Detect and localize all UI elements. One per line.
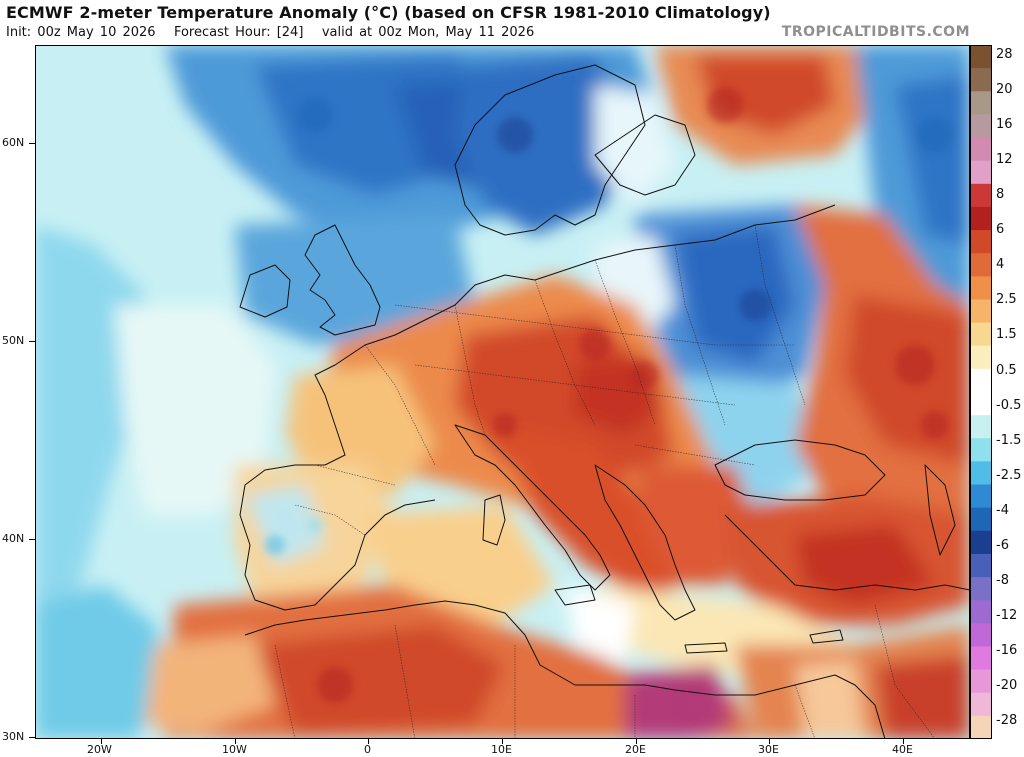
colorbar-swatch bbox=[970, 392, 992, 416]
lon-tick bbox=[636, 739, 637, 744]
europe-north-coast bbox=[334, 204, 836, 366]
italy-coast bbox=[454, 424, 611, 591]
lon-tick bbox=[101, 739, 102, 744]
sicily-coast bbox=[554, 584, 596, 606]
lat-tick bbox=[29, 143, 35, 144]
colorbar-label: -20 bbox=[996, 677, 1018, 693]
colorbar-label: 16 bbox=[996, 117, 1013, 133]
lon-label: 10E bbox=[491, 743, 512, 756]
colorbar-label: -12 bbox=[996, 607, 1018, 623]
colorbar-label: 6 bbox=[996, 222, 1005, 238]
colorbar-swatch bbox=[970, 507, 992, 532]
colorbar-label: 4 bbox=[996, 257, 1005, 273]
great-britain-coast bbox=[304, 224, 381, 336]
ireland-coast bbox=[239, 264, 291, 318]
colorbar-swatch bbox=[970, 253, 992, 277]
colorbar-label: -6 bbox=[996, 537, 1009, 553]
colorbar-label: -0.5 bbox=[996, 397, 1022, 413]
valid-time: valid at 00z Mon, May 11 2026 bbox=[321, 25, 535, 40]
sardinia-coast bbox=[482, 494, 506, 546]
colorbar-swatch bbox=[970, 91, 992, 115]
north-africa-coast bbox=[244, 600, 886, 739]
lat-label: 50N bbox=[2, 334, 25, 347]
colorbar-swatch bbox=[970, 530, 992, 555]
colorbar-label: 0.5 bbox=[996, 362, 1017, 378]
forecast-hour: Forecast Hour: [24] bbox=[173, 25, 304, 40]
lat-label: 60N bbox=[2, 136, 25, 149]
lon-tick bbox=[903, 739, 904, 744]
colorbar-label: 12 bbox=[996, 152, 1013, 168]
colorbar-label: -16 bbox=[996, 642, 1018, 658]
lon-label: 10W bbox=[222, 743, 247, 756]
black-sea-coast bbox=[714, 439, 886, 501]
atlantic-south-cool bbox=[35, 585, 175, 739]
colorbar-label: 28 bbox=[996, 47, 1013, 62]
colorbar-swatch bbox=[970, 484, 992, 509]
colorbar-swatch bbox=[970, 715, 992, 739]
colorbar-swatch bbox=[970, 553, 992, 578]
colorbar-label: -2.5 bbox=[996, 467, 1022, 483]
colorbar-legend bbox=[970, 45, 992, 739]
scandinavia-coast bbox=[454, 64, 646, 236]
cyprus-coast bbox=[809, 629, 844, 644]
colorbar-swatch bbox=[970, 299, 992, 324]
colorbar-label: 2.5 bbox=[996, 292, 1017, 308]
western-europe-coast bbox=[239, 364, 436, 611]
colorbar-swatch bbox=[970, 461, 992, 486]
lon-label: 40E bbox=[892, 743, 913, 756]
colorbar-swatch bbox=[970, 206, 992, 231]
lon-label: 0 bbox=[364, 743, 371, 756]
map-subtitle: Init: 00z May 10 2026 Forecast Hour: [24… bbox=[6, 25, 534, 40]
colorbar-swatch bbox=[970, 183, 992, 208]
colorbar-swatch bbox=[970, 415, 992, 439]
lon-tick bbox=[368, 739, 369, 744]
colorbar-label: -1.5 bbox=[996, 432, 1022, 448]
colorbar-label: -8 bbox=[996, 572, 1009, 588]
colorbar-swatch bbox=[970, 45, 992, 69]
colorbar-swatch bbox=[970, 669, 992, 694]
colorbar-swatch bbox=[970, 623, 992, 648]
balkans-coast bbox=[594, 464, 696, 621]
lon-label: 20E bbox=[625, 743, 646, 756]
lon-label: 30E bbox=[758, 743, 779, 756]
colorbar-swatch bbox=[970, 345, 992, 370]
colorbar-swatch bbox=[970, 600, 992, 624]
colorbar-swatch bbox=[970, 160, 992, 185]
lon-tick bbox=[769, 739, 770, 744]
colorbar-swatch bbox=[970, 438, 992, 462]
country-borders bbox=[274, 224, 936, 739]
crete-coast bbox=[684, 642, 728, 654]
italy-balkans-hot-region bbox=[495, 425, 695, 605]
colorbar-swatch bbox=[970, 68, 992, 92]
lat-label: 40N bbox=[2, 532, 25, 545]
init-time: Init: 00z May 10 2026 bbox=[6, 25, 156, 40]
colorbar-swatch bbox=[970, 368, 992, 393]
colorbar-swatch bbox=[970, 230, 992, 254]
colorbar-swatch bbox=[970, 276, 992, 301]
lat-tick bbox=[29, 539, 35, 540]
lat-tick bbox=[29, 341, 35, 342]
colorbar-swatch bbox=[970, 114, 992, 139]
colorbar-label: 1.5 bbox=[996, 327, 1017, 343]
colorbar-label: 8 bbox=[996, 187, 1005, 203]
brand-watermark: TROPICALTIDBITS.COM bbox=[781, 24, 970, 40]
coastlines bbox=[239, 64, 970, 739]
colorbar-swatch bbox=[970, 692, 992, 717]
colorbar-label: -28 bbox=[996, 713, 1018, 728]
colorbar-swatch bbox=[970, 577, 992, 601]
colorbar-swatch bbox=[970, 322, 992, 347]
lat-label: 30N bbox=[2, 730, 25, 743]
temperature-anomaly-map bbox=[35, 45, 970, 739]
colorbar-swatch bbox=[970, 137, 992, 162]
turkey-coast bbox=[724, 514, 970, 591]
map-title: ECMWF 2-meter Temperature Anomaly (°C) (… bbox=[6, 3, 771, 22]
colorbar-label: 20 bbox=[996, 82, 1013, 98]
lon-label: 20W bbox=[87, 743, 112, 756]
lon-tick bbox=[502, 739, 503, 744]
lon-tick bbox=[235, 739, 236, 744]
colorbar-label: -4 bbox=[996, 502, 1009, 518]
colorbar-swatch bbox=[970, 646, 992, 671]
lat-tick bbox=[29, 737, 35, 738]
